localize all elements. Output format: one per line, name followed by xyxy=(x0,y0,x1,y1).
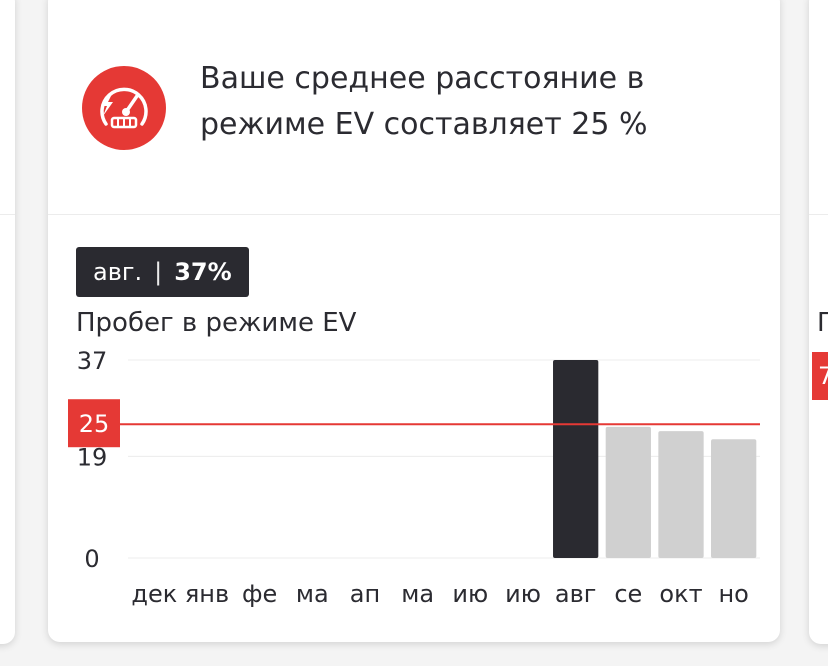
card-divider xyxy=(809,214,828,215)
selected-value: 37% xyxy=(174,258,232,286)
x-tick-label: ию xyxy=(505,580,541,608)
ev-average-message: Ваше среднее расстояние в режиме EV сост… xyxy=(200,61,648,142)
x-tick-label: янв xyxy=(185,580,229,608)
bar-selected xyxy=(553,360,599,558)
next-card-label: П xyxy=(817,308,828,338)
selected-month: авг. xyxy=(93,258,143,286)
bar xyxy=(711,439,757,558)
next-card[interactable]: П 7 xyxy=(809,0,828,644)
x-tick-label: ма xyxy=(296,580,329,608)
badge-separator: | xyxy=(154,258,163,286)
average-label: 25 xyxy=(79,410,110,438)
x-tick-label: ап xyxy=(350,580,380,608)
card-divider xyxy=(0,214,15,215)
card-divider xyxy=(48,214,780,215)
bar xyxy=(605,426,651,558)
chart-title: Пробег в режиме EV xyxy=(76,308,357,338)
x-tick-label: окт xyxy=(659,580,702,608)
ev-distance-card: Ваше среднее расстояние в режиме EV сост… xyxy=(48,0,780,642)
ev-gauge-icon xyxy=(82,66,166,150)
selected-month-badge: авг. | 37% xyxy=(76,247,249,297)
x-tick-label: дек xyxy=(131,580,177,608)
bar xyxy=(658,431,704,558)
x-tick-label: фе xyxy=(242,580,277,608)
next-card-average-badge: 7 xyxy=(812,352,828,400)
x-tick-label: авг xyxy=(555,580,596,608)
x-tick-label: се xyxy=(614,580,642,608)
previous-card[interactable] xyxy=(0,0,15,644)
y-tick-label: 19 xyxy=(77,443,108,471)
x-tick-label: ию xyxy=(452,580,488,608)
y-tick-label: 37 xyxy=(77,347,108,375)
x-tick-label: ма xyxy=(401,580,434,608)
x-tick-label: но xyxy=(718,580,748,608)
y-tick-label: 0 xyxy=(84,545,99,573)
average-badge xyxy=(68,399,120,448)
